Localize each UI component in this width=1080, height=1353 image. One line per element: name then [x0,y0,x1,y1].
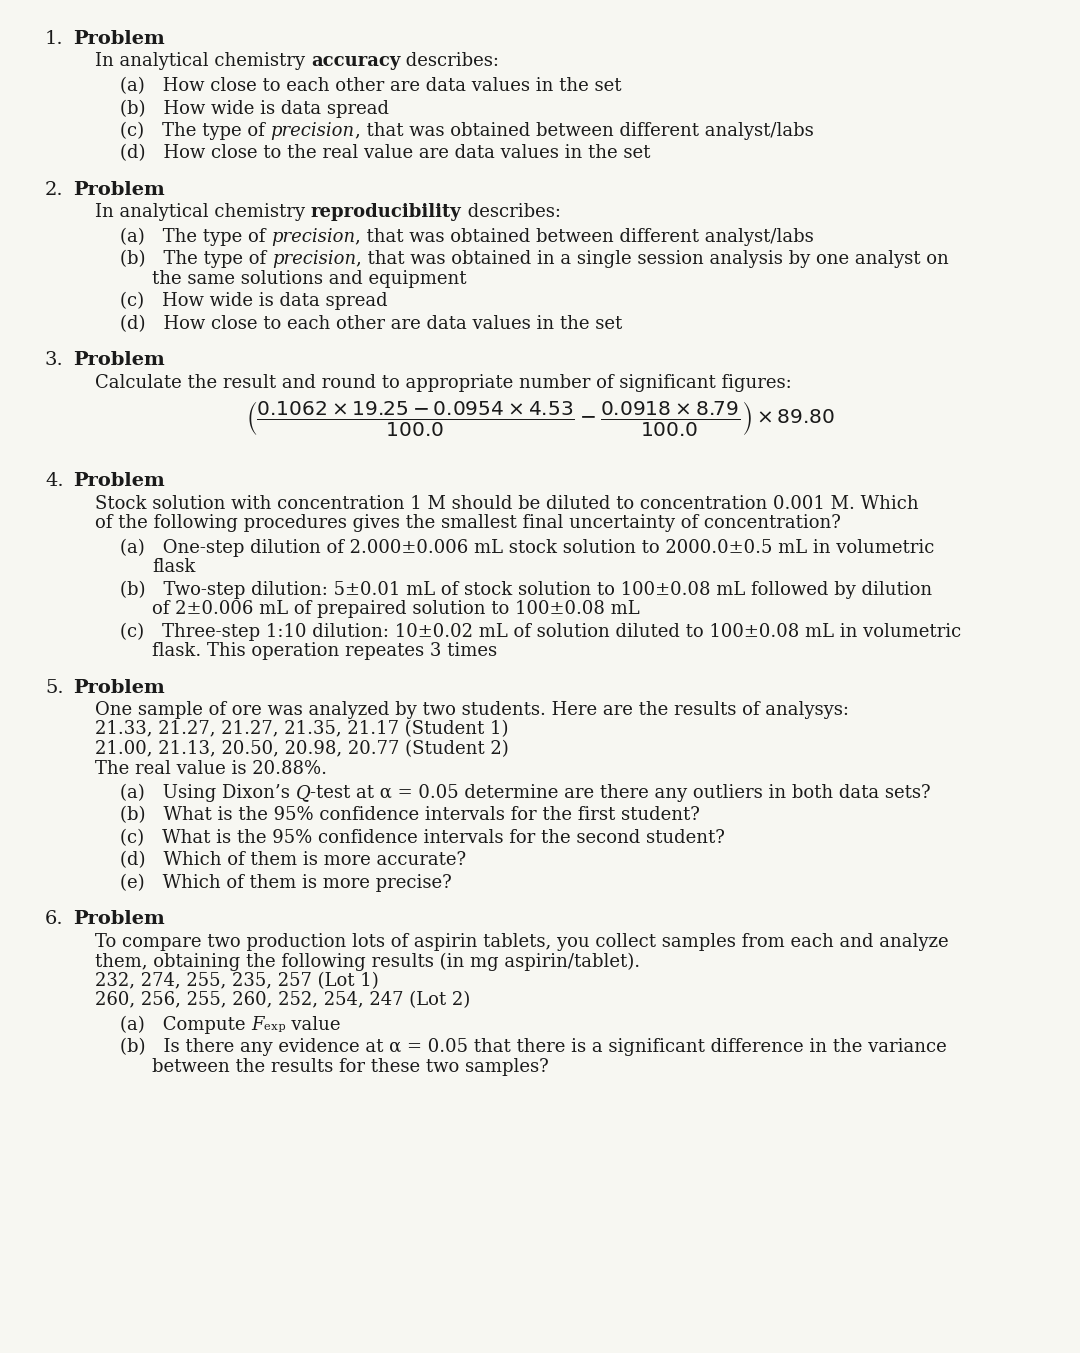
Text: To compare two production lots of aspirin tablets, you collect samples from each: To compare two production lots of aspiri… [95,932,948,951]
Text: Problem: Problem [73,472,165,490]
Text: $\left(\dfrac{0.1062 \times 19.25 - 0.0954 \times 4.53}{100.0} - \dfrac{0.0918 \: $\left(\dfrac{0.1062 \times 19.25 - 0.09… [245,399,835,438]
Text: In analytical chemistry: In analytical chemistry [95,53,311,70]
Text: Stock solution with concentration 1 M should be diluted to concentration 0.001 M: Stock solution with concentration 1 M sh… [95,495,919,513]
Text: accuracy: accuracy [311,53,400,70]
Text: of the following procedures gives the smallest final uncertainty of concentratio: of the following procedures gives the sm… [95,514,841,532]
Text: 21.00, 21.13, 20.50, 20.98, 20.77 (Student 2): 21.00, 21.13, 20.50, 20.98, 20.77 (Stude… [95,740,509,758]
Text: (b) How wide is data spread: (b) How wide is data spread [120,99,389,118]
Text: Problem: Problem [73,679,165,697]
Text: 232, 274, 255, 235, 257 (Lot 1): 232, 274, 255, 235, 257 (Lot 1) [95,971,379,990]
Text: precision: precision [270,122,354,139]
Text: 3.: 3. [45,350,64,369]
Text: The real value is 20.88%.: The real value is 20.88%. [95,759,327,778]
Text: the same solutions and equipment: the same solutions and equipment [152,269,467,288]
Text: 2.: 2. [45,181,64,199]
Text: 4.: 4. [45,472,64,490]
Text: (c) The type of: (c) The type of [120,122,270,141]
Text: (a) One-step dilution of 2.000±0.006 mL stock solution to 2000.0±0.5 mL in volum: (a) One-step dilution of 2.000±0.006 mL … [120,538,934,557]
Text: In analytical chemistry: In analytical chemistry [95,203,311,222]
Text: (d) Which of them is more accurate?: (d) Which of them is more accurate? [120,851,467,870]
Text: Calculate the result and round to appropriate number of significant figures:: Calculate the result and round to approp… [95,373,792,391]
Text: describes:: describes: [461,203,561,222]
Text: (a) Compute: (a) Compute [120,1016,252,1034]
Text: flask: flask [152,559,195,576]
Text: ₑₓₚ value: ₑₓₚ value [264,1016,340,1034]
Text: 5.: 5. [45,679,64,697]
Text: of 2±0.006 mL of prepaired solution to 100±0.08 mL: of 2±0.006 mL of prepaired solution to 1… [152,601,639,618]
Text: (d) How close to the real value are data values in the set: (d) How close to the real value are data… [120,145,650,162]
Text: , that was obtained between different analyst/labs: , that was obtained between different an… [355,227,814,246]
Text: Q: Q [296,783,310,802]
Text: between the results for these two samples?: between the results for these two sample… [152,1058,549,1076]
Text: One sample of ore was analyzed by two students. Here are the results of analysys: One sample of ore was analyzed by two st… [95,701,849,718]
Text: (a) Using Dixon’s: (a) Using Dixon’s [120,783,296,802]
Text: (b) Two-step dilution: 5±0.01 mL of stock solution to 100±0.08 mL followed by di: (b) Two-step dilution: 5±0.01 mL of stoc… [120,580,932,599]
Text: reproducibility: reproducibility [311,203,461,222]
Text: F: F [252,1016,264,1034]
Text: (c) Three-step 1:10 dilution: 10±0.02 mL of solution diluted to 100±0.08 mL in v: (c) Three-step 1:10 dilution: 10±0.02 mL… [120,622,961,641]
Text: (b) Is there any evidence at α = 0.05 that there is a significant difference in : (b) Is there any evidence at α = 0.05 th… [120,1038,947,1057]
Text: (a) The type of: (a) The type of [120,227,271,246]
Text: 6.: 6. [45,911,64,928]
Text: Problem: Problem [73,911,165,928]
Text: , that was obtained in a single session analysis by one analyst on: , that was obtained in a single session … [356,250,948,268]
Text: 1.: 1. [45,30,64,47]
Text: 21.33, 21.27, 21.27, 21.35, 21.17 (Student 1): 21.33, 21.27, 21.27, 21.35, 21.17 (Stude… [95,721,509,739]
Text: flask. This operation repeates 3 times: flask. This operation repeates 3 times [152,643,497,660]
Text: (c) What is the 95% confidence intervals for the second student?: (c) What is the 95% confidence intervals… [120,829,725,847]
Text: , that was obtained between different analyst/labs: , that was obtained between different an… [354,122,813,139]
Text: (e) Which of them is more precise?: (e) Which of them is more precise? [120,874,451,892]
Text: Problem: Problem [73,181,165,199]
Text: them, obtaining the following results (in mg aspirin/tablet).: them, obtaining the following results (i… [95,953,640,970]
Text: (a) How close to each other are data values in the set: (a) How close to each other are data val… [120,77,621,95]
Text: (c) How wide is data spread: (c) How wide is data spread [120,292,388,310]
Text: 260, 256, 255, 260, 252, 254, 247 (Lot 2): 260, 256, 255, 260, 252, 254, 247 (Lot 2… [95,992,470,1009]
Text: -test at α = 0.05 determine are there any outliers in both data sets?: -test at α = 0.05 determine are there an… [310,783,931,802]
Text: precision: precision [271,227,355,246]
Text: describes:: describes: [400,53,499,70]
Text: (b) The type of: (b) The type of [120,250,272,268]
Text: Problem: Problem [73,350,165,369]
Text: Problem: Problem [73,30,165,47]
Text: precision: precision [272,250,356,268]
Text: (d) How close to each other are data values in the set: (d) How close to each other are data val… [120,315,622,333]
Text: (b) What is the 95% confidence intervals for the first student?: (b) What is the 95% confidence intervals… [120,806,700,824]
